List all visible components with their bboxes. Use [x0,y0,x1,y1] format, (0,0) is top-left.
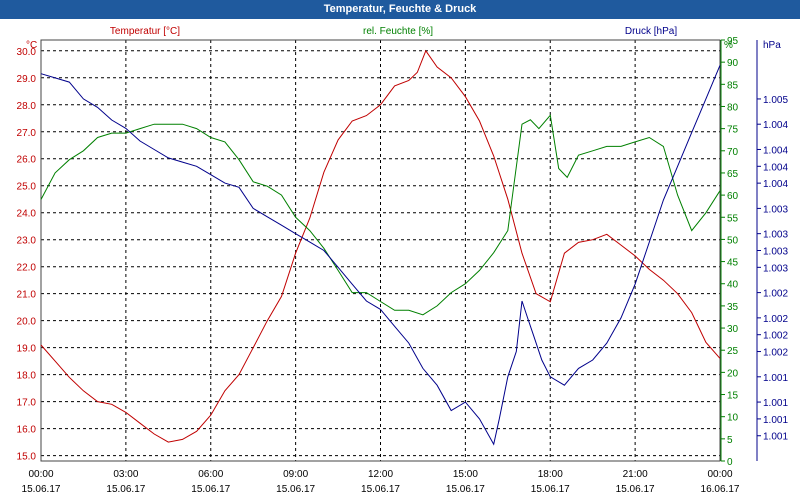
pressure-tick-label: 1.002 [763,289,788,300]
humidity-tick-label: 0 [727,457,733,468]
temperature-tick-label: 15.0 [17,452,37,463]
temperature-tick-label: 26.0 [17,155,37,166]
time-tick-label: 18:00 [538,469,563,480]
humidity-tick-label: 85 [727,80,739,91]
humidity-tick-label: 10 [727,413,739,424]
time-tick-label: 21:00 [623,469,648,480]
time-tick-label: 15:00 [453,469,478,480]
series-line-temperature [40,49,721,443]
temperature-tick-label: 16.0 [17,425,37,436]
humidity-tick-label: 70 [727,147,739,158]
date-tick-label: 15.06.17 [191,484,230,495]
series-line-humidity [40,114,721,316]
humidity-tick-label: 35 [727,302,739,313]
pressure-tick-label: 1.005 [763,95,788,106]
series-line-pressure [40,65,721,446]
humidity-tick-label: 30 [727,324,739,335]
date-tick-label: 15.06.17 [616,484,655,495]
date-tick-label: 15.06.17 [361,484,400,495]
time-tick-label: 09:00 [283,469,308,480]
time-tick-label: 00:00 [28,469,53,480]
pressure-tick-label: 1.001 [763,398,788,409]
pressure-tick-label: 1.003 [763,263,788,274]
humidity-tick-label: 90 [727,58,739,69]
humidity-tick-label: 45 [727,258,739,269]
temperature-tick-label: 19.0 [17,344,37,355]
humidity-tick-label: 40 [727,280,739,291]
humidity-tick-label: 15 [727,391,739,402]
legend: Temperatur [°C] rel. Feuchte [%] Druck [hP… [110,26,677,37]
date-tick-label: 16.06.17 [701,484,740,495]
series-layer [40,49,721,446]
date-tick-label: 15.06.17 [22,484,61,495]
temperature-tick-label: 18.0 [17,371,37,382]
humidity-tick-label: 60 [727,191,739,202]
pressure-tick-label: 1.004 [763,120,788,131]
temperature-tick-label: 25.0 [17,182,37,193]
humidity-unit-label: % [724,40,733,51]
humidity-tick-label: 95 [727,36,739,47]
plot-area-frame [40,39,721,462]
legend-label-pressure: Druck [hPa] [625,26,677,37]
date-tick-label: 15.06.17 [446,484,485,495]
temperature-tick-label: 21.0 [17,290,37,301]
temperature-tick-label: 17.0 [17,398,37,409]
date-tick-label: 15.06.17 [531,484,570,495]
time-tick-label: 06:00 [198,469,223,480]
pressure-tick-label: 1.002 [763,331,788,342]
pressure-tick-label: 1.001 [763,373,788,384]
pressure-unit-label: hPa [763,40,781,51]
pressure-tick-label: 1.002 [763,348,788,359]
pressure-tick-label: 1.004 [763,162,788,173]
humidity-tick-label: 20 [727,368,739,379]
pressure-tick-label: 1.001 [763,432,788,443]
temperature-tick-label: 29.0 [17,74,37,85]
chart-title-bar: Temperatur, Feuchte & Druck [0,0,800,19]
pressure-tick-label: 1.004 [763,145,788,156]
humidity-tick-label: 65 [727,169,739,180]
pressure-tick-label: 1.003 [763,230,788,241]
time-axis: 00:00 15.06.17 03:00 15.06.17 06:00 15.06.17 0… [22,469,740,495]
humidity-tick-label: 75 [727,125,739,136]
chart-title: Temperatur, Feuchte & Druck [323,3,477,15]
pressure-tick-label: 1.001 [763,415,788,426]
humidity-tick-label: 5 [727,435,733,446]
humidity-tick-label: 55 [727,213,739,224]
temperature-unit-label: °C [26,40,37,51]
date-tick-label: 15.06.17 [106,484,145,495]
temperature-tick-label: 20.0 [17,317,37,328]
grid [41,40,720,461]
temperature-tick-label: 28.0 [17,101,37,112]
temperature-tick-label: 23.0 [17,236,37,247]
pressure-tick-label: 1.003 [763,204,788,215]
time-tick-label: 00:00 [707,469,732,480]
legend-label-temperature: Temperatur [°C] [110,26,180,37]
humidity-tick-label: 25 [727,346,739,357]
humidity-axis: % 0 5 10 15 20 25 30 35 40 45 50 55 60 65 70 75 80 85 90 95 [720,36,739,468]
pressure-tick-label: 1.004 [763,179,788,190]
temperature-tick-label: 22.0 [17,263,37,274]
time-tick-label: 12:00 [368,469,393,480]
pressure-tick-label: 1.003 [763,247,788,258]
temperature-tick-label: 27.0 [17,128,37,139]
pressure-tick-label: 1.002 [763,314,788,325]
legend-label-humidity: rel. Feuchte [%] [363,26,433,37]
temperature-axis: °C 15.0 16.0 17.0 18.0 19.0 20.0 21.0 22.0 23.0 24… [17,40,38,463]
temperature-tick-label: 30.0 [17,47,37,58]
time-tick-label: 03:00 [113,469,138,480]
pressure-axis: hPa 1.001 1.001 1.001 1.001 1.002 1.002 1.002 1.… [756,40,788,461]
temperature-tick-label: 24.0 [17,209,37,220]
date-tick-label: 15.06.17 [276,484,315,495]
humidity-tick-label: 80 [727,102,739,113]
humidity-tick-label: 50 [727,235,739,246]
